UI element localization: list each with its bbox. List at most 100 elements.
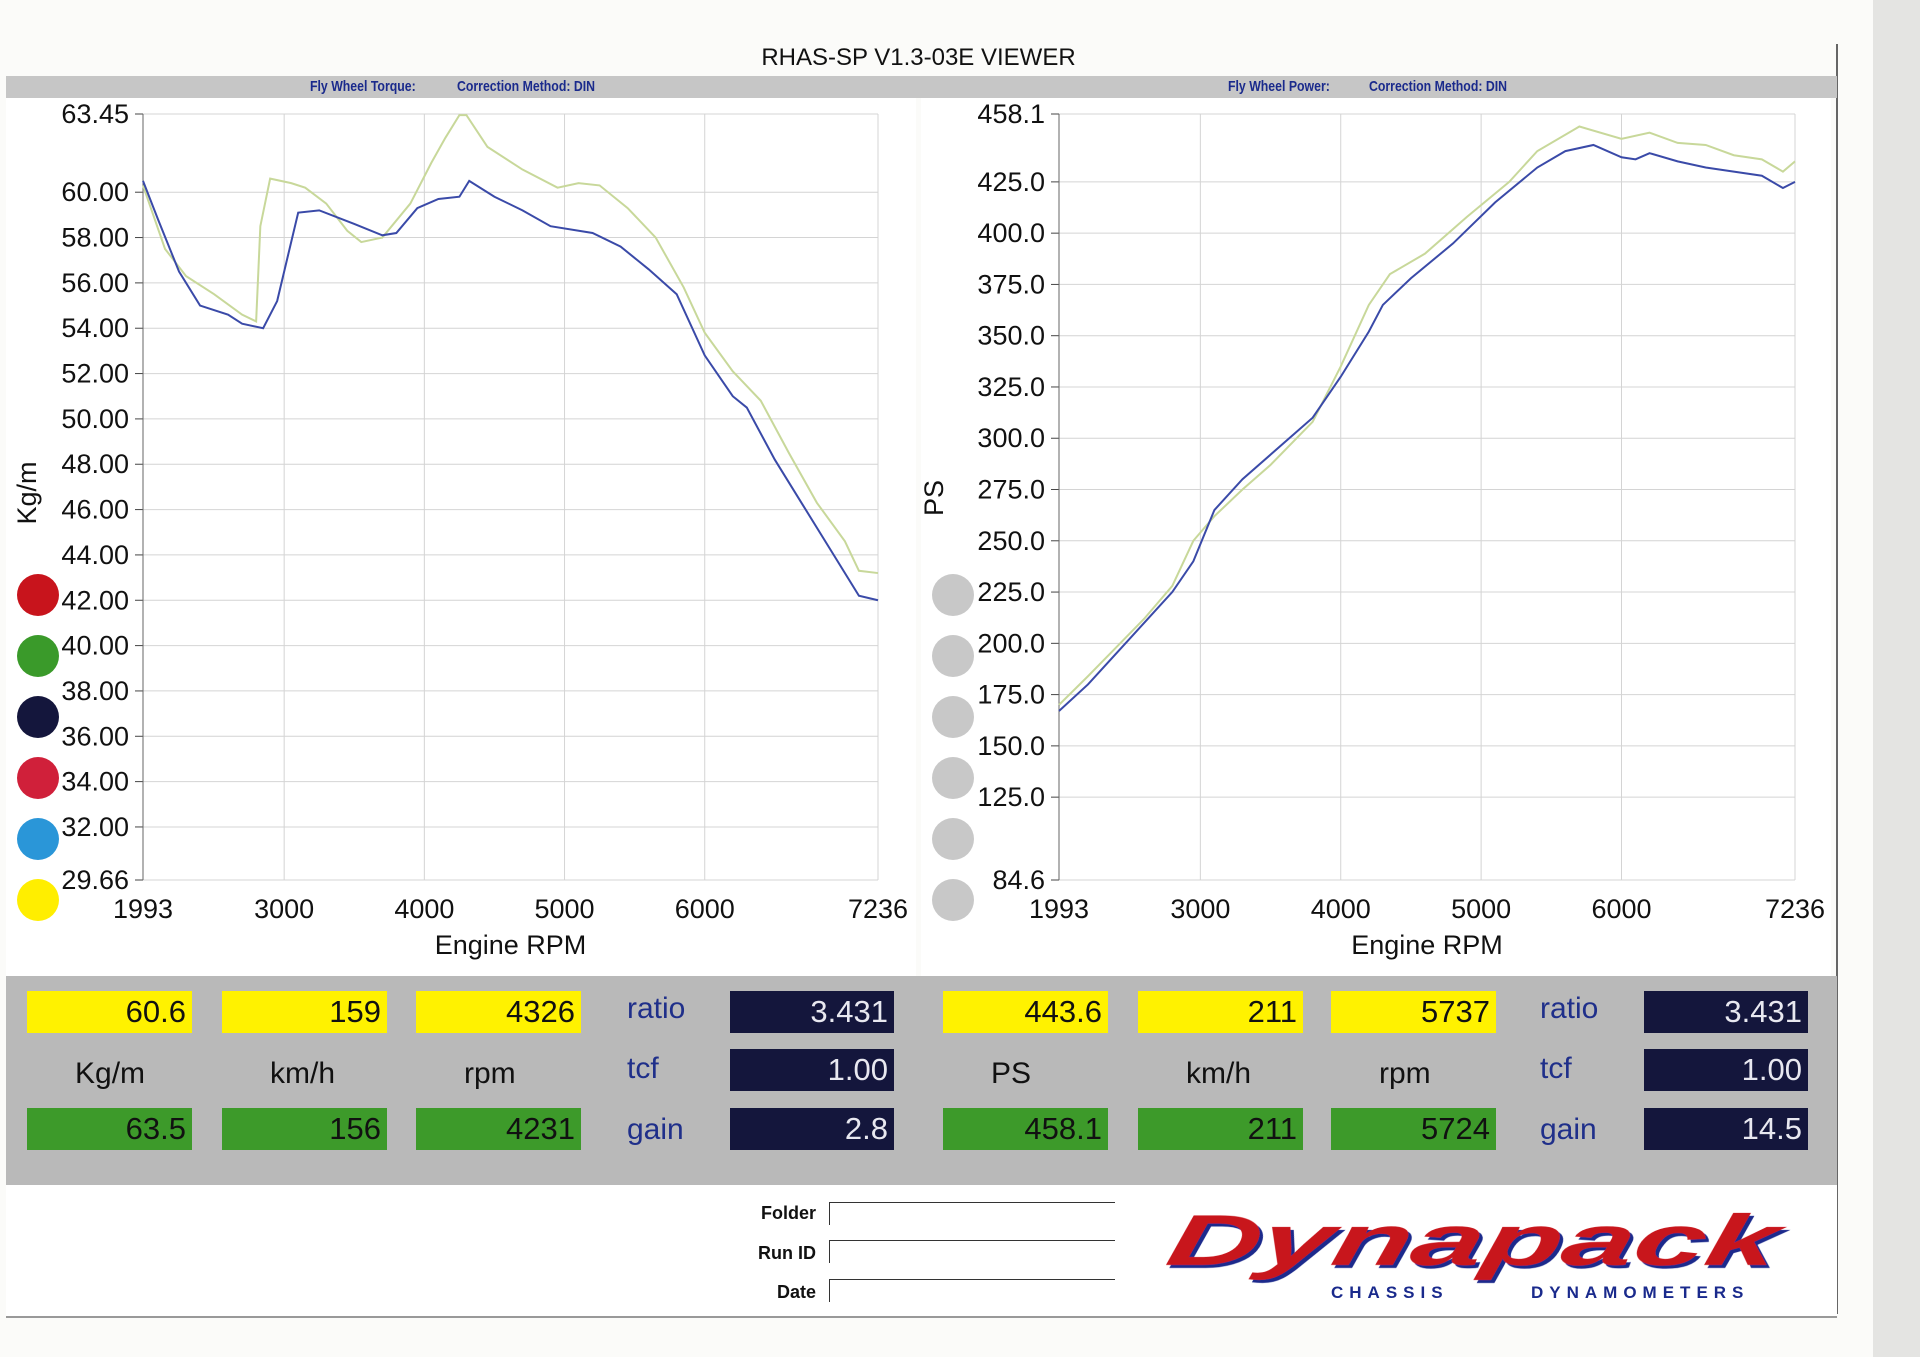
run-color-dot[interactable] — [17, 574, 59, 616]
series-line — [1058, 143, 1796, 712]
x-tick-label: 7236 — [1765, 894, 1825, 924]
series-line — [1058, 125, 1796, 706]
y-tick-label: 34.00 — [61, 767, 129, 797]
cursor-value-run2: 4231 — [416, 1108, 581, 1150]
run-color-dot[interactable] — [17, 696, 59, 738]
y-tick-label: 42.00 — [61, 585, 129, 615]
y-tick-label: 38.00 — [61, 676, 129, 706]
cursor-value-run2: 458.1 — [943, 1108, 1108, 1150]
param-label: tcf — [1540, 1052, 1572, 1085]
logo-wordmark: Dynapack — [1166, 1207, 1794, 1281]
series-line — [142, 179, 879, 602]
power-header-label: Fly Wheel Power: — [1228, 78, 1330, 95]
param-value: 1.00 — [1644, 1049, 1808, 1091]
torque-chart-panel: 63.45 60.00 58.00 56.00 54.00 52.00 50.00 48.00… — [6, 98, 916, 976]
y-tick-label: 32.00 — [61, 812, 129, 842]
y-tick-label: 458.1 — [977, 99, 1045, 129]
y-tick-label: 54.00 — [61, 313, 129, 343]
x-axis-label: Engine RPM — [1351, 930, 1503, 960]
series-line — [142, 114, 879, 575]
x-tick-label: 1993 — [1029, 894, 1089, 924]
y-tick-label: 40.00 — [61, 631, 129, 661]
y-tick-label: 56.00 — [61, 268, 129, 298]
y-tick-label: 48.00 — [61, 449, 129, 479]
param-label: ratio — [1540, 992, 1599, 1025]
y-tick-label: 350.0 — [977, 321, 1045, 351]
cursor-value-run2: 63.5 — [27, 1108, 192, 1150]
run-color-dot[interactable] — [17, 818, 59, 860]
x-tick-label: 6000 — [1591, 894, 1651, 924]
x-tick-label: 6000 — [675, 894, 735, 924]
cursor-value-run1: 443.6 — [943, 991, 1108, 1033]
cursor-value-run1: 4326 — [416, 991, 581, 1033]
page-edge — [1873, 0, 1920, 1357]
dynapack-logo: Dynapack CHASSIS DYNAMOMETERS — [1160, 1201, 1796, 1302]
cursor-value-run2: 5724 — [1331, 1108, 1496, 1150]
run-color-dot[interactable] — [17, 879, 59, 921]
y-tick-label: 125.0 — [977, 782, 1045, 812]
y-tick-label: 50.00 — [61, 404, 129, 434]
y-tick-label: 52.00 — [61, 359, 129, 389]
logo-tagline-left: CHASSIS — [1331, 1283, 1449, 1302]
date-field[interactable] — [829, 1279, 1115, 1302]
run-color-dot[interactable] — [932, 879, 974, 921]
folder-field[interactable] — [829, 1202, 1115, 1225]
power-correction-method: Correction Method: DIN — [1369, 78, 1508, 95]
run-id-field[interactable] — [829, 1240, 1115, 1263]
x-tick-label: 3000 — [1170, 894, 1230, 924]
param-label: gain — [627, 1113, 684, 1146]
x-tick-label: 7236 — [848, 894, 908, 924]
x-tick-label: 5000 — [1451, 894, 1511, 924]
x-tick-label: 1993 — [113, 894, 173, 924]
torque-chart: 63.45 60.00 58.00 56.00 54.00 52.00 50.00 48.00… — [12, 99, 908, 960]
param-label: gain — [1540, 1113, 1597, 1146]
cursor-value-run1: 159 — [222, 991, 387, 1033]
x-axis-label: Engine RPM — [435, 930, 587, 960]
run-color-dot[interactable] — [932, 696, 974, 738]
run-color-dot[interactable] — [932, 574, 974, 616]
y-tick-label: 275.0 — [977, 475, 1045, 505]
unit-label: PS — [991, 1057, 1032, 1090]
param-value: 3.431 — [1644, 991, 1808, 1033]
y-axis-label: PS — [921, 480, 949, 516]
cursor-value-run1: 211 — [1138, 991, 1303, 1033]
x-tick-label: 3000 — [254, 894, 314, 924]
y-tick-label: 425.0 — [977, 167, 1045, 197]
run-color-dot[interactable] — [932, 635, 974, 677]
param-value: 14.5 — [1644, 1108, 1808, 1150]
power-chart: 458.1 425.0 400.0 375.0 350.0 325.0 300.0 275.0… — [919, 99, 1825, 960]
y-tick-label: 44.00 — [61, 540, 129, 570]
run-color-dot[interactable] — [17, 635, 59, 677]
y-tick-label: 46.00 — [61, 495, 129, 525]
run-color-dot[interactable] — [17, 757, 59, 799]
y-tick-label: 225.0 — [977, 577, 1045, 607]
y-tick-label: 58.00 — [61, 223, 129, 253]
cursor-value-run1: 60.6 — [27, 991, 192, 1033]
app-title: RHAS-SP V1.3-03E VIEWER — [761, 44, 1076, 71]
unit-label: rpm — [1379, 1057, 1431, 1090]
y-tick-label: 325.0 — [977, 372, 1045, 402]
date-label: Date — [776, 1282, 816, 1302]
power-chart-panel: 458.1 425.0 400.0 375.0 350.0 325.0 300.0 275.0… — [919, 98, 1831, 976]
logo-graphic: Dynapack CHASSIS DYNAMOMETERS — [1160, 1201, 1794, 1302]
y-tick-label: 36.00 — [61, 721, 129, 751]
y-tick-label: 400.0 — [977, 218, 1045, 248]
torque-correction-method: Correction Method: DIN — [457, 78, 596, 95]
cursor-value-run1: 5737 — [1331, 991, 1496, 1033]
y-tick-label: 84.6 — [992, 865, 1045, 895]
x-tick-label: 4000 — [1311, 894, 1371, 924]
page-border — [1836, 44, 1838, 1314]
chart-header-bar — [6, 76, 1837, 98]
y-tick-label: 60.00 — [61, 177, 129, 207]
y-tick-label: 175.0 — [977, 680, 1045, 710]
run-color-dot[interactable] — [932, 818, 974, 860]
run-color-dot[interactable] — [932, 757, 974, 799]
x-tick-label: 4000 — [394, 894, 454, 924]
cursor-value-run2: 211 — [1138, 1108, 1303, 1150]
y-tick-label: 250.0 — [977, 526, 1045, 556]
param-value: 1.00 — [730, 1049, 894, 1091]
torque-header-label: Fly Wheel Torque: — [310, 78, 416, 95]
unit-label: km/h — [1186, 1057, 1252, 1090]
logo-tagline-right: DYNAMOMETERS — [1531, 1283, 1749, 1302]
param-value: 2.8 — [730, 1108, 894, 1150]
